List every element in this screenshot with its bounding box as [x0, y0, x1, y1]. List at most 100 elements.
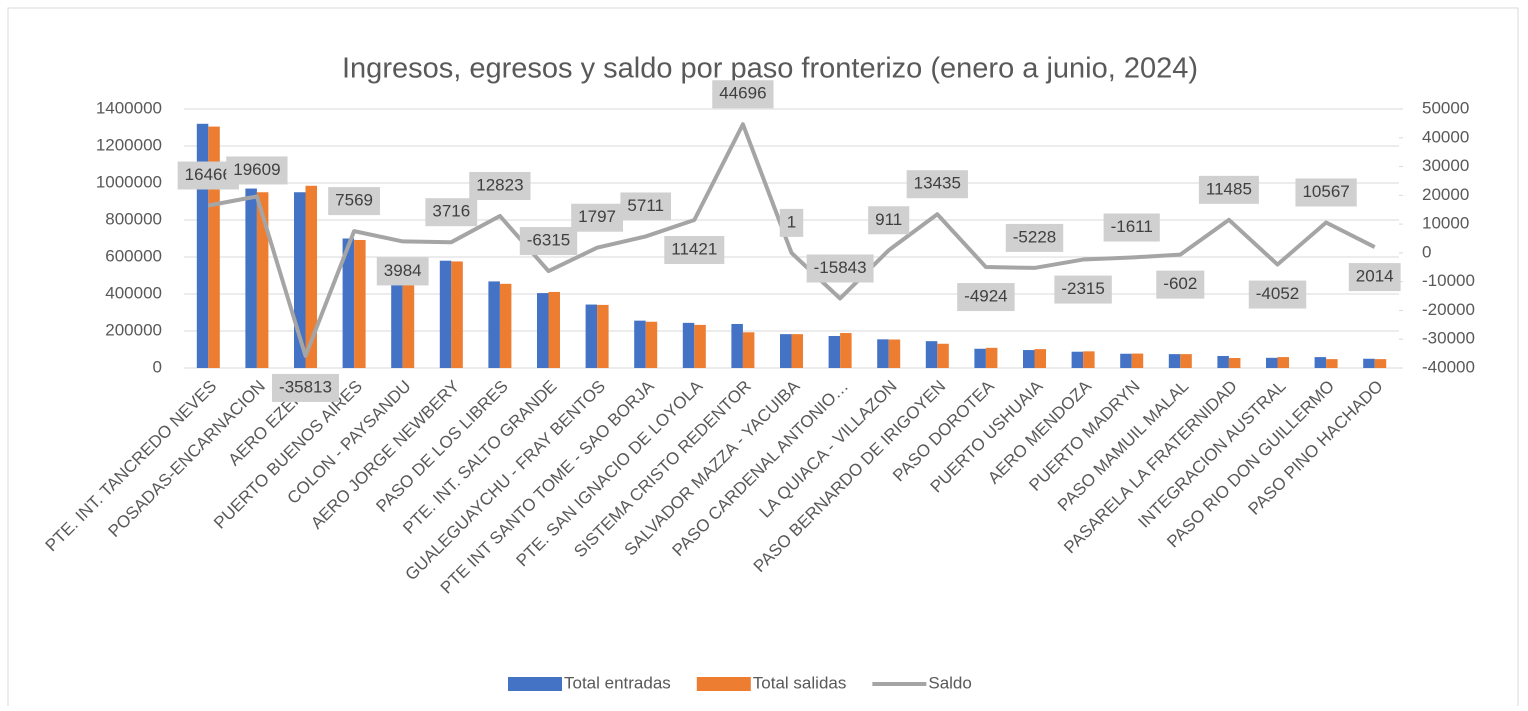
bar [925, 341, 938, 368]
data-label: 19609 [226, 156, 288, 185]
bar [645, 321, 658, 368]
data-label-text: -35813 [279, 377, 332, 396]
bar [877, 339, 889, 368]
data-label-text: 1 [787, 212, 796, 231]
data-label-text: -4052 [1256, 284, 1299, 303]
data-label: -15843 [806, 254, 874, 283]
bar [354, 239, 366, 368]
bar [294, 192, 306, 368]
bar [499, 283, 512, 368]
line [207, 122, 1376, 358]
bar [597, 304, 609, 368]
x-tick-label: PTE. INT. TANCREDO NEVES [42, 377, 221, 556]
bar [196, 123, 209, 368]
y2-tick-label: -10000 [1422, 271, 1475, 290]
data-label-box [328, 187, 381, 216]
data-label: 10567 [1295, 178, 1357, 207]
legend-swatch [508, 677, 562, 691]
data-label: -4924 [957, 283, 1015, 312]
y2-tick-label: 40000 [1422, 127, 1469, 146]
bar [888, 339, 901, 368]
bar [1131, 353, 1144, 368]
legend-swatch [696, 677, 751, 691]
data-label: 11485 [1198, 175, 1259, 204]
bar [731, 323, 743, 368]
data-label-box [664, 236, 725, 265]
chart-title: Ingresos, egresos y saldo por paso front… [342, 53, 1198, 85]
bar [1363, 358, 1375, 368]
data-label: -1611 [1103, 213, 1160, 242]
data-label: 1 [779, 208, 804, 237]
data-label-text: 1797 [578, 207, 616, 226]
data-label: -6315 [519, 227, 578, 256]
y-tick-label: 800000 [105, 209, 162, 228]
data-label-text: -602 [1163, 274, 1197, 293]
bar [828, 335, 841, 368]
legend-label: Total entradas [564, 673, 671, 692]
bar [548, 291, 560, 368]
bar [1277, 357, 1289, 368]
y-tick-label: 1000000 [96, 172, 162, 191]
data-label-box [620, 192, 671, 221]
y-tick-label: 600000 [105, 246, 162, 265]
data-label-text: -6315 [527, 231, 570, 250]
data-label-box [1248, 280, 1307, 309]
bar [488, 281, 500, 368]
data-label-box [1005, 223, 1064, 252]
bar [937, 343, 949, 368]
data-label-text: 3984 [384, 261, 422, 280]
y-tick-label: 1200000 [96, 135, 162, 154]
data-label-text: 12823 [476, 175, 523, 194]
data-label-box [425, 198, 478, 227]
x-tick-label: SISTEMA CRISTO REDENTOR [570, 377, 755, 562]
data-label: -5228 [1005, 223, 1064, 252]
data-label: 3984 [376, 257, 429, 286]
data-label-text: 2014 [1356, 267, 1394, 286]
bar [585, 304, 598, 368]
data-label-text: 3716 [432, 202, 470, 221]
data-label-text: -4924 [964, 287, 1007, 306]
data-label-box [571, 203, 624, 232]
data-label-text: 911 [875, 210, 902, 229]
legend-label: Saldo [928, 673, 971, 692]
bar [1266, 357, 1278, 368]
y-tick-label: 400000 [105, 283, 162, 302]
bar [1228, 358, 1241, 368]
bar [1168, 354, 1181, 368]
data-label-text: -1611 [1111, 217, 1153, 236]
data-label: 7569 [328, 187, 381, 216]
data-label-box [1198, 175, 1259, 204]
bar [245, 188, 257, 368]
y2-tick-label: 0 [1422, 242, 1431, 261]
bar [780, 334, 792, 368]
data-label-box [376, 257, 429, 286]
bar [1314, 357, 1327, 368]
bar [402, 266, 415, 368]
data-label-text: 16466 [185, 165, 232, 184]
bar [1217, 355, 1229, 368]
data-label-box [1103, 213, 1160, 242]
data-label: -602 [1156, 270, 1205, 299]
data-label: 5711 [620, 192, 671, 221]
data-label-box [1156, 270, 1205, 299]
y2-tick-label: 20000 [1422, 185, 1469, 204]
data-label-box [712, 80, 774, 109]
data-label-text: -15843 [814, 258, 867, 277]
y2-tick-label: 30000 [1422, 156, 1469, 175]
data-label-text: 10567 [1302, 182, 1349, 201]
y-tick-label: 0 [153, 357, 162, 376]
data-label: 13435 [906, 170, 968, 199]
data-label-text: 5711 [627, 196, 664, 215]
bar [1326, 359, 1338, 368]
bar [537, 293, 549, 368]
data-label: 3716 [425, 198, 478, 227]
data-label-text: 44696 [719, 84, 766, 103]
x-tick-label: SALVADOR MAZZA - YACUIBA [621, 376, 804, 559]
data-label: -35813 [272, 373, 339, 402]
y-tick-label: 1400000 [96, 98, 162, 117]
data-label-text: -5228 [1013, 227, 1056, 246]
y2-tick-label: 10000 [1422, 214, 1469, 233]
data-label-box [272, 373, 339, 402]
bar [1120, 353, 1132, 368]
